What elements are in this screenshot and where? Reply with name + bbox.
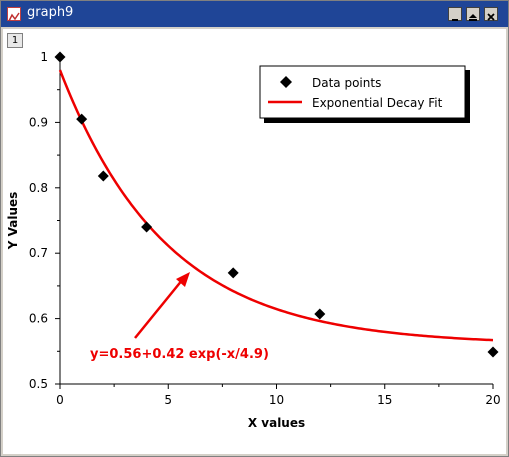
legend-box	[259, 65, 466, 119]
fit-curve	[58, 69, 494, 342]
y-axis-title: Y Values	[6, 192, 20, 251]
minimize-icon	[452, 19, 458, 21]
x-tick-label: 5	[164, 393, 172, 407]
minimize-button[interactable]	[448, 7, 462, 21]
legend-label-points: Data points	[312, 76, 381, 90]
legend-label-fit: Exponential Decay Fit	[312, 96, 443, 110]
arrow-head	[176, 272, 190, 287]
y-tick-label: 0.5	[29, 377, 48, 391]
close-button[interactable]	[484, 7, 498, 21]
x-axis-title: X values	[248, 416, 305, 430]
graph-icon	[7, 7, 21, 22]
window-title: graph9	[27, 5, 74, 20]
title-bar[interactable]: graph9	[1, 1, 508, 27]
data-point	[97, 170, 109, 182]
data-point	[487, 346, 499, 358]
x-tick-label: 10	[269, 393, 284, 407]
y-tick-label: 0.8	[29, 181, 48, 195]
annotation-text: y=0.56+0.42 exp(-x/4.9)	[90, 347, 269, 362]
y-tick-label: 0.7	[29, 246, 48, 260]
data-point	[76, 113, 88, 125]
data-point	[54, 51, 66, 63]
legend-diamond-icon	[280, 76, 292, 88]
x-tick-label: 15	[377, 393, 392, 407]
data-point	[314, 308, 326, 320]
x-tick-label: 0	[56, 393, 64, 407]
layer-button[interactable]: 1	[7, 33, 23, 48]
data-point	[141, 221, 153, 233]
data-point	[227, 267, 239, 279]
y-tick-label: 1	[40, 50, 48, 64]
maximize-button[interactable]	[466, 7, 480, 21]
x-tick-label: 20	[485, 393, 500, 407]
annotation-arrow	[134, 278, 184, 339]
close-icon	[487, 13, 495, 21]
y-tick-label: 0.6	[29, 312, 48, 326]
maximize-icon	[469, 14, 477, 21]
y-tick-label: 0.9	[29, 115, 48, 129]
